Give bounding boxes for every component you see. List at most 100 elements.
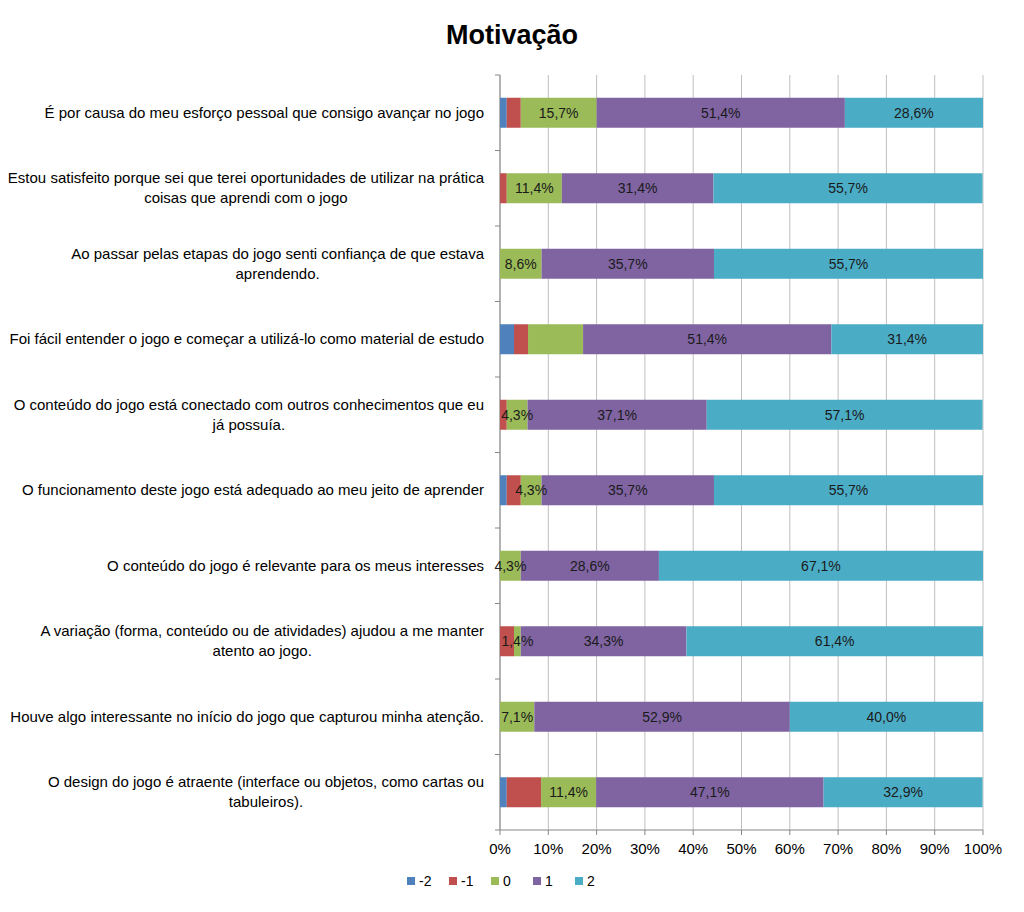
bar-segment [534,702,790,732]
value-axis [500,830,983,831]
category-tick [495,528,500,529]
bar-segment [507,98,521,128]
category-tick [495,75,500,76]
tick-mark [983,830,984,835]
data-label: 15,7% [539,105,579,121]
tick-label: 70% [823,840,853,857]
bar-segment [500,777,507,807]
tick-mark [644,830,645,835]
bar-segment [714,475,983,505]
tick-label: 100% [964,840,1002,857]
tick-mark [596,830,597,835]
category-label: O funcionamento deste jogo está adequado… [22,481,484,498]
category-line: Foi fácil entender o jogo e começar a ut… [10,330,484,347]
data-label: 67,1% [801,558,841,574]
data-label: 52,9% [642,709,682,725]
legend-swatch [407,877,415,885]
data-label: 28,6% [894,105,934,121]
category-line: já possuía. [212,416,286,433]
category-line: O design do jogo é atraente (interface o… [48,773,484,790]
tick-label: 50% [726,840,756,857]
tick-mark [838,830,839,835]
category-label: O conteúdo do jogo está conectado com ou… [14,396,484,433]
bar-segment [790,702,983,732]
legend-label: 0 [503,873,511,889]
bar-segment [686,626,983,656]
data-label: 55,7% [829,256,869,272]
category-line: O funcionamento deste jogo está adequado… [22,481,484,498]
tick-label: 20% [582,840,612,857]
category-tick [495,830,500,831]
bar-segment [500,324,514,354]
category-label: O design do jogo é atraente (interface o… [48,773,484,810]
tick-label: 90% [920,840,950,857]
data-label: 37,1% [597,407,637,423]
data-label: 1,4% [501,633,533,649]
data-label: 4,3% [515,482,547,498]
bar-segment [824,777,983,807]
category-label: Ao passar pelas etapas do jogo senti con… [71,245,484,282]
legend-label: 1 [545,873,553,889]
bar-segment [596,777,823,807]
data-label: 4,3% [501,407,533,423]
tick-label: 40% [678,840,708,857]
category-line: tabuleiros). [229,793,303,810]
category-line: O conteúdo do jogo é relevante para os m… [107,557,484,574]
category-label: Estou satisfeito porque sei que terei op… [8,169,485,206]
legend-swatch [533,877,541,885]
bar-segment [541,777,596,807]
bar-segment [500,475,507,505]
category-tick [495,754,500,755]
data-label: 51,4% [701,105,741,121]
bar-segment [714,249,983,279]
data-label: 8,6% [505,256,537,272]
tick-mark [886,830,887,835]
bar-segment [507,777,541,807]
data-label: 28,6% [570,558,610,574]
data-label: 47,1% [690,784,730,800]
category-label: Houve algo interessante no início do jog… [10,708,484,725]
category-line: coisas que aprendi com o jogo [144,189,347,206]
data-label: 32,9% [883,784,923,800]
bar-segment [507,173,562,203]
category-tick [495,150,500,151]
category-line: Houve algo interessante no início do jog… [10,708,484,725]
bar-segment [597,98,845,128]
title: Motivação [446,20,578,50]
category-tick [495,226,500,227]
category-label: É por causa do meu esforço pessoal que c… [45,104,484,121]
legend-label: 2 [587,873,595,889]
bar-segment [500,702,534,732]
category-label: O conteúdo do jogo é relevante para os m… [107,557,484,574]
legend-label: -2 [419,873,432,889]
data-label: 4,3% [494,558,526,574]
data-label: 31,4% [887,331,927,347]
data-label: 34,3% [584,633,624,649]
bar-segment [528,400,707,430]
grid: 0%10%20%30%40%50%60%70%80%90%100% [489,75,1002,857]
chart: Motivação0%10%20%30%40%50%60%70%80%90%10… [0,0,1024,912]
category-tick [495,452,500,453]
tick-mark [693,830,694,835]
data-label: 51,4% [687,331,727,347]
category-line: Ao passar pelas etapas do jogo senti con… [71,245,484,262]
category-line: Estou satisfeito porque sei que terei op… [8,169,485,186]
bar-segment [521,551,659,581]
data-label: 7,1% [501,709,533,725]
category-line: O conteúdo do jogo está conectado com ou… [14,396,484,413]
data-labels: 15,7%51,4%28,6%11,4%31,4%55,7%8,6%35,7%5… [494,105,933,801]
tick-mark [934,830,935,835]
bar-segment [659,551,983,581]
tick-label: 30% [630,840,660,857]
tick-label: 80% [871,840,901,857]
data-label: 11,4% [549,784,588,800]
category-tick [495,301,500,302]
category-line: É por causa do meu esforço pessoal que c… [45,104,484,121]
legend-swatch [449,877,457,885]
category-tick [495,603,500,604]
legend-swatch [575,877,583,885]
data-label: 57,1% [825,407,865,423]
category-tick [495,377,500,378]
category-line: A variação (forma, conteúdo ou de ativid… [40,622,484,639]
data-label: 55,7% [829,482,869,498]
